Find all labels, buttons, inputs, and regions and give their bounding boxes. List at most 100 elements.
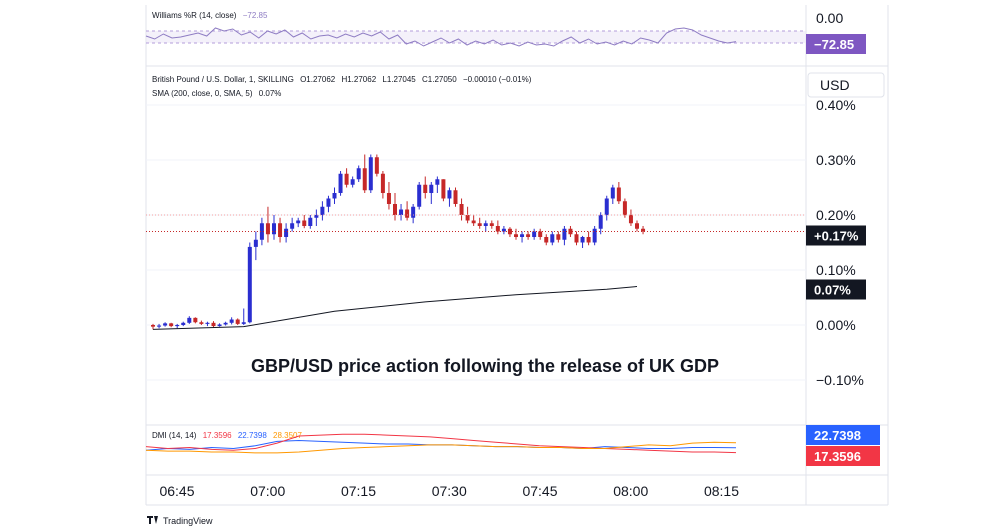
price-pane	[146, 104, 806, 381]
candle	[290, 217, 295, 232]
candle	[429, 182, 434, 204]
candle-body	[610, 187, 615, 199]
candle	[247, 242, 252, 324]
y-tick-label: 0.20%	[816, 207, 856, 223]
candle	[199, 320, 204, 325]
candle-body	[604, 198, 609, 215]
candle-body	[635, 223, 639, 229]
candle	[193, 317, 198, 324]
candle	[211, 321, 216, 328]
candle-body	[477, 223, 482, 226]
candle	[610, 184, 615, 204]
dmi-pane	[145, 433, 737, 454]
dmi-line-2	[145, 441, 737, 454]
candle	[604, 195, 609, 221]
candle	[423, 176, 428, 199]
dmi-plus-tag-text: 22.7398	[814, 428, 861, 443]
sma-label: SMA (200, close, 0, SMA, 5) 0.07%	[152, 89, 281, 98]
candle-body	[259, 223, 264, 240]
candle	[296, 217, 301, 228]
candle	[501, 226, 506, 235]
sma-value-tag-bg	[806, 279, 866, 300]
candle-body	[296, 220, 301, 224]
candle	[441, 179, 446, 202]
candle	[550, 231, 555, 246]
candle-body	[526, 234, 531, 237]
x-tick-label: 06:45	[159, 483, 194, 499]
candle-body	[169, 323, 174, 327]
candle-body	[405, 209, 410, 218]
last-value-tag-bg	[806, 225, 866, 246]
candle	[181, 321, 186, 327]
candle	[272, 215, 276, 240]
candle	[532, 228, 537, 240]
candle-body	[320, 206, 325, 215]
brand-text: TradingView	[163, 516, 213, 526]
currency-button[interactable]: USD	[807, 72, 885, 98]
candle	[151, 323, 155, 330]
candle-body	[247, 246, 252, 323]
candle	[241, 308, 246, 325]
williams-label: Williams %R (14, close) −72.85	[152, 11, 268, 20]
candle	[302, 215, 307, 229]
tradingview-icon	[147, 516, 158, 524]
candle-body	[356, 168, 361, 180]
candle-body	[556, 234, 561, 240]
candle-body	[175, 325, 180, 327]
last-value-tag-text: +0.17%	[814, 229, 859, 244]
candle-body	[380, 173, 385, 193]
candle	[598, 212, 603, 235]
y-tick-label: 0.00%	[816, 317, 856, 333]
dmi-label: DMI (14, 14) 17.3596 22.7398 28.3507	[152, 431, 302, 440]
candle-body	[550, 234, 555, 243]
candle	[477, 217, 482, 229]
candle	[259, 217, 264, 246]
candle-body	[399, 209, 404, 215]
candle-body	[423, 184, 428, 193]
candle	[641, 226, 646, 235]
candle	[568, 226, 573, 237]
candle	[338, 171, 343, 196]
candle-body	[501, 228, 506, 232]
x-tick-label: 07:45	[522, 483, 557, 499]
candle	[507, 227, 512, 237]
candle	[320, 201, 325, 221]
svg-text:USD: USD	[820, 77, 850, 93]
candle	[622, 198, 627, 218]
candle	[332, 187, 337, 204]
candle	[253, 231, 258, 261]
candle	[483, 220, 488, 232]
candle-body	[471, 220, 476, 224]
candle-body	[598, 215, 603, 229]
candle-body	[151, 325, 155, 327]
candle	[386, 182, 391, 210]
candle	[399, 204, 404, 221]
candle	[284, 223, 289, 243]
candle-body	[520, 234, 525, 237]
candle-body	[429, 184, 434, 193]
candle	[495, 220, 500, 235]
dmi-line-1	[145, 433, 737, 454]
candle-body	[193, 317, 198, 323]
candle	[514, 228, 518, 240]
candle-body	[411, 206, 416, 218]
candle-body	[393, 204, 397, 215]
candle-body	[641, 228, 646, 232]
x-tick-label: 08:00	[613, 483, 648, 499]
candle-body	[229, 319, 234, 323]
symbol-line: British Pound / U.S. Dollar, 1, SKILLING…	[152, 75, 532, 84]
x-tick-label: 07:30	[432, 483, 467, 499]
candle	[592, 226, 597, 246]
candle-body	[235, 319, 240, 324]
williams-tag-text: −72.85	[814, 37, 854, 52]
candle	[574, 231, 579, 246]
candle-body	[574, 234, 579, 243]
candle-body	[199, 322, 204, 324]
sma-line	[152, 286, 638, 330]
candle-body	[368, 157, 373, 191]
candle	[616, 182, 621, 204]
dmi-minus-tag: 17.3596	[806, 446, 880, 466]
candle	[417, 182, 422, 210]
candle	[368, 154, 373, 193]
tradingview-logo: TradingView	[147, 516, 213, 526]
